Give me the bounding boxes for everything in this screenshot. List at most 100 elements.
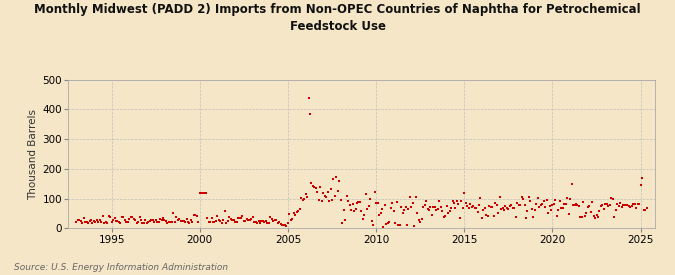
Point — [208, 220, 219, 224]
Point — [249, 220, 260, 224]
Point — [520, 216, 531, 220]
Point — [194, 191, 205, 196]
Point — [459, 190, 470, 195]
Point — [137, 221, 148, 225]
Point — [138, 221, 149, 225]
Point — [335, 198, 346, 202]
Point — [587, 200, 597, 205]
Point — [584, 204, 595, 208]
Point — [192, 214, 202, 219]
Point — [122, 219, 133, 224]
Point — [408, 200, 418, 205]
Point — [359, 213, 370, 217]
Point — [375, 210, 386, 215]
Point — [612, 202, 622, 206]
Point — [575, 215, 586, 219]
Point — [163, 219, 174, 224]
Point — [613, 204, 624, 208]
Point — [277, 223, 288, 227]
Point — [159, 218, 170, 222]
Point — [513, 203, 524, 207]
Point — [625, 204, 636, 209]
Point — [512, 201, 522, 205]
Point — [279, 223, 290, 228]
Point — [531, 202, 542, 207]
Point — [290, 213, 300, 217]
Point — [234, 216, 245, 221]
Point — [379, 202, 390, 207]
Point — [205, 219, 215, 224]
Point — [349, 208, 360, 213]
Point — [346, 207, 356, 212]
Point — [258, 219, 269, 223]
Point — [472, 210, 483, 214]
Point — [641, 206, 652, 210]
Point — [508, 205, 518, 210]
Point — [124, 217, 134, 222]
Point — [158, 216, 169, 220]
Point — [543, 211, 554, 215]
Point — [299, 197, 310, 202]
Point — [209, 220, 220, 225]
Point — [579, 214, 590, 219]
Point — [574, 203, 585, 208]
Point — [76, 219, 86, 223]
Point — [422, 207, 433, 211]
Point — [629, 202, 640, 206]
Point — [450, 206, 461, 210]
Point — [161, 218, 171, 223]
Point — [413, 218, 424, 222]
Point — [610, 208, 621, 213]
Point — [619, 203, 630, 208]
Point — [594, 209, 605, 213]
Point — [88, 219, 99, 223]
Point — [190, 213, 200, 217]
Point — [168, 211, 179, 215]
Point — [384, 220, 395, 225]
Point — [101, 220, 111, 224]
Point — [638, 208, 649, 212]
Point — [550, 198, 561, 203]
Point — [203, 220, 214, 224]
Point — [475, 196, 486, 200]
Point — [519, 202, 530, 207]
Point — [438, 215, 449, 220]
Point — [215, 218, 225, 223]
Point — [176, 219, 186, 223]
Point — [200, 191, 211, 196]
Point — [304, 112, 315, 116]
Point — [529, 207, 540, 212]
Point — [227, 218, 238, 222]
Point — [183, 220, 194, 224]
Point — [583, 205, 593, 209]
Point — [549, 202, 560, 206]
Point — [130, 218, 140, 222]
Point — [363, 204, 374, 208]
Point — [253, 218, 264, 223]
Point — [156, 218, 167, 222]
Point — [491, 202, 502, 207]
Point — [338, 208, 349, 213]
Point — [218, 218, 229, 222]
Point — [188, 213, 199, 218]
Point — [302, 195, 313, 199]
Point — [566, 182, 577, 186]
Point — [217, 221, 227, 225]
Point — [213, 218, 224, 222]
Point — [340, 218, 350, 222]
Point — [356, 209, 367, 213]
Point — [271, 218, 281, 222]
Point — [321, 195, 331, 199]
Point — [524, 195, 535, 199]
Point — [412, 211, 423, 216]
Point — [312, 190, 323, 194]
Point — [246, 216, 256, 221]
Point — [310, 185, 321, 190]
Point — [105, 215, 115, 219]
Point — [353, 199, 364, 204]
Point — [254, 221, 265, 225]
Point — [443, 211, 454, 216]
Point — [622, 202, 633, 207]
Point — [620, 203, 631, 207]
Point — [275, 222, 286, 227]
